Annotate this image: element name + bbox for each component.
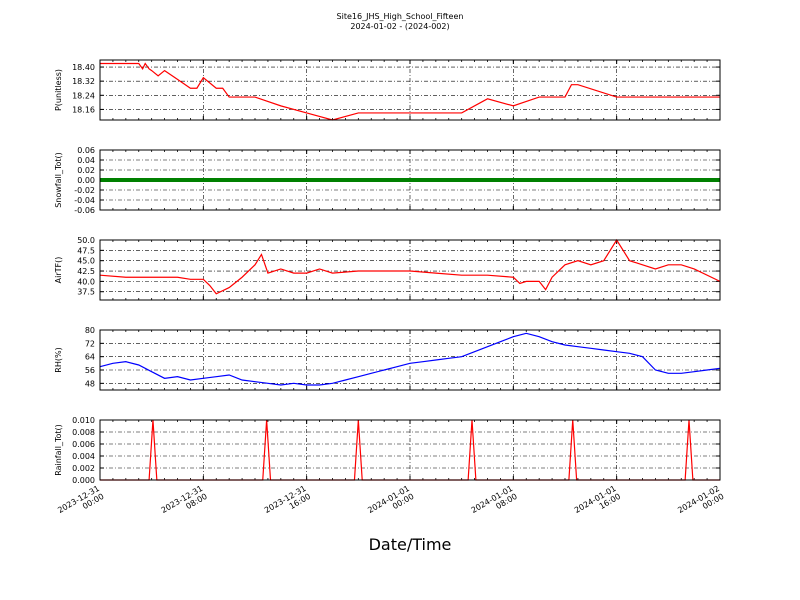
- y-tick-label: 56: [85, 366, 95, 375]
- y-tick-label: 48: [85, 379, 95, 388]
- y-tick-label: 0.06: [77, 146, 95, 155]
- series-line: [100, 62, 720, 121]
- chart-subtitle: 2024-01-02 - (2024-002): [350, 22, 449, 31]
- y-tick-label: 0.008: [72, 428, 95, 437]
- y-tick-label: -0.04: [74, 196, 95, 205]
- x-tick-label: 2024-01-0116:00: [573, 484, 622, 523]
- y-tick-label: 18.24: [72, 91, 95, 100]
- plot-frame: [99, 419, 721, 481]
- y-tick-label: 72: [85, 339, 95, 348]
- y-tick-label: 40.0: [77, 277, 95, 286]
- y-tick-label: -0.06: [74, 206, 95, 215]
- y-tick-label: 64: [85, 353, 95, 362]
- y-tick-label: 18.32: [72, 77, 95, 86]
- y-tick-label: 37.5: [77, 288, 95, 297]
- panel-2: -0.06-0.04-0.020.000.020.040.06 Snowfall_…: [54, 146, 721, 215]
- series-line: [99, 332, 721, 386]
- x-tick-label: 2023-12-3100:00: [56, 484, 105, 523]
- panel-3: 37.5 40.042.545.0 47.550.0 AirTF(): [54, 236, 721, 301]
- y-tick-label: 50.0: [77, 236, 95, 245]
- y-tick-label: 0.04: [77, 156, 95, 165]
- panels: 18.1618.2418.3218.40P(unitless)-0.06-0.0…: [54, 59, 721, 485]
- x-tick-label: 2023-12-3108:00: [160, 484, 209, 523]
- x-axis-label: Date/Time: [369, 535, 452, 554]
- series-line: [99, 238, 721, 295]
- y-tick-label: -0.02: [74, 186, 95, 195]
- y-tick-label: 0.002: [72, 464, 95, 473]
- y-axis-label: AirTF(): [54, 257, 63, 284]
- panel-5: 0.000 0.002 0.004 0.006 0.008 0.010 Rainfall_T…: [54, 416, 721, 485]
- chart-title: Site16_JHS_High_School_Fifteen: [337, 12, 464, 21]
- panel-1: 18.16 18.24 18.32 18.40 P(unitless): [54, 59, 721, 121]
- y-tick-label: 0.006: [72, 440, 95, 449]
- x-tick-labels: 2023-12-3100:00 2023-12-3108:00 2023-12-31…: [56, 484, 725, 523]
- y-axis-label: P(unitless): [54, 69, 63, 111]
- y-tick-label: 0.00: [77, 176, 95, 185]
- plot-frame: [99, 149, 721, 211]
- y-tick-label: 42.5: [77, 267, 95, 276]
- plot-frame: [99, 329, 721, 391]
- x-tick-label: 2024-01-0108:00: [470, 484, 519, 523]
- y-tick-label: 0.004: [72, 452, 95, 461]
- y-tick-label: 0.010: [72, 416, 95, 425]
- y-tick-label: 18.16: [72, 105, 95, 114]
- panel-4: 48 56 64 72 80 RH(%): [54, 326, 721, 391]
- y-tick-label: 0.02: [77, 166, 95, 175]
- y-axis-label: Rainfall_Tot(): [54, 424, 63, 476]
- y-axis-label: RH(%): [54, 347, 63, 372]
- x-tick-label: 2024-01-0100:00: [366, 484, 415, 523]
- x-tick-label: 2023-12-3116:00: [263, 484, 312, 523]
- y-tick-label: 47.5: [77, 246, 95, 255]
- y-axis-label: Snowfall_Tot(): [54, 152, 63, 208]
- plot-frame: [99, 239, 721, 301]
- y-tick-label: 0.000: [72, 476, 95, 485]
- y-tick-label: 80: [85, 326, 95, 335]
- y-tick-label: 18.40: [72, 63, 95, 72]
- x-tick-label: 2024-01-0200:00: [676, 484, 725, 523]
- plot-frame: [99, 59, 721, 121]
- y-tick-label: 45.0: [77, 257, 95, 266]
